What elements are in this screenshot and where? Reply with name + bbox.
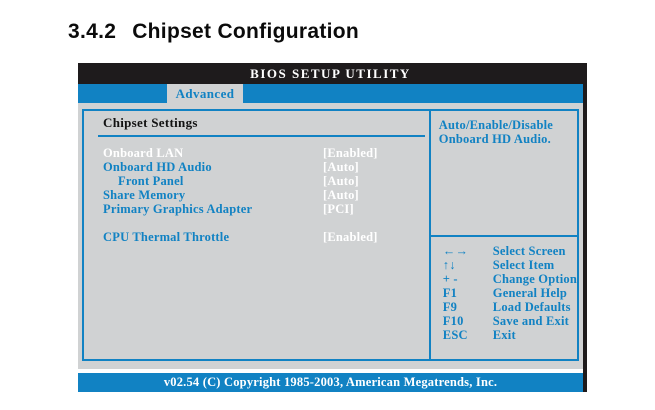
option-row[interactable]: Onboard LAN [Enabled] [84,146,429,160]
legend-action: Select Item [492,258,555,272]
copyright-bar: v02.54 (C) Copyright 1985-2003, American… [78,373,583,392]
help-text-line: Onboard HD Audio. [438,132,551,146]
section-heading-number: 3.4.2 [68,20,117,43]
legend-action: General Help [492,286,568,300]
bios-titlebar: BIOS SETUP UTILITY [78,63,583,84]
copyright-text: v02.54 (C) Copyright 1985-2003, American… [163,375,498,389]
legend-row: F10 Save and Exit [443,314,577,328]
legend-key: F9 [442,300,458,314]
option-label: Onboard LAN [103,146,184,160]
option-label: CPU Thermal Throttle [103,230,230,244]
legend-row: + - Change Option [443,272,577,286]
section-divider [98,135,425,137]
legend-row: ↑↓ Select Item [443,258,577,272]
legend-row: F9 Load Defaults [443,300,577,314]
legend-row: F1 General Help [443,286,577,300]
legend-action: Select Screen [492,244,566,258]
legend-action: Exit [492,328,516,342]
option-row[interactable]: Primary Graphics Adapter [PCI] [84,202,429,216]
footer-gap [78,369,583,373]
options-list: Onboard LAN [Enabled] Onboard HD Audio [… [84,146,429,244]
option-row[interactable]: CPU Thermal Throttle [Enabled] [84,230,429,244]
settings-panel: Chipset Settings Onboard LAN [Enabled] O… [84,111,429,359]
option-row[interactable]: Share Memory [Auto] [84,188,429,202]
legend-row: ←→ Select Screen [443,244,577,258]
bios-panels: Chipset Settings Onboard LAN [Enabled] O… [82,109,579,361]
option-row[interactable]: Onboard HD Audio [Auto] [84,160,429,174]
legend-divider [430,235,577,237]
option-value: [PCI] [323,202,354,216]
legend-key: F1 [442,286,458,300]
legend-key: ESC [442,328,468,342]
section-heading: 3.4.2 Chipset Configuration [68,20,359,44]
option-label: Onboard HD Audio [103,160,212,174]
legend-row: ESC Exit [443,328,577,342]
option-label: Primary Graphics Adapter [103,202,253,216]
legend-key: + - [442,272,458,286]
bios-title: BIOS SETUP UTILITY [250,66,411,81]
option-value: [Enabled] [323,230,378,244]
option-value: [Auto] [323,188,359,202]
help-text-line: Auto/Enable/Disable [438,118,554,132]
option-label: Share Memory [103,188,186,202]
option-value: [Auto] [323,174,359,188]
legend-key: ↑↓ [442,258,456,272]
option-label: Front Panel [118,174,184,188]
help-text: Auto/Enable/Disable Onboard HD Audio. [431,111,577,235]
legend-action: Load Defaults [492,300,571,314]
option-value: [Enabled] [323,146,378,160]
bios-window: BIOS SETUP UTILITY Advanced Chipset Sett… [78,63,587,392]
legend-action: Change Option [492,272,577,286]
bios-tab-bar: Advanced [78,84,583,103]
key-legend: ←→ Select Screen ↑↓ Select Item + - Chan… [431,237,577,342]
option-row [84,216,429,230]
section-heading-title: Chipset Configuration [132,20,359,43]
settings-section-title: Chipset Settings [103,115,198,130]
help-panel: Auto/Enable/Disable Onboard HD Audio. ←→… [428,111,577,359]
option-row[interactable]: Front Panel [Auto] [84,174,429,188]
legend-key: F10 [442,314,464,328]
tab-advanced[interactable]: Advanced [167,84,243,103]
bios-main-area: Chipset Settings Onboard LAN [Enabled] O… [78,103,583,369]
option-value: [Auto] [323,160,359,174]
legend-key: ←→ [442,244,469,258]
legend-action: Save and Exit [492,314,570,328]
